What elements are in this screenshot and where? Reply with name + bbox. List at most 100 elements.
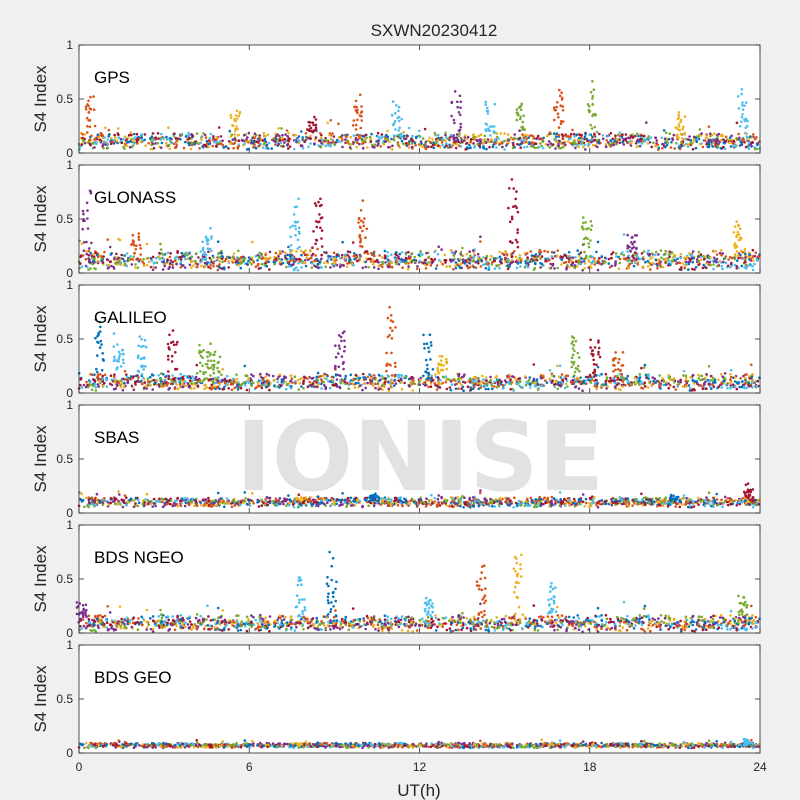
data-point <box>279 384 283 388</box>
data-point <box>112 257 116 260</box>
spike-point <box>458 113 462 117</box>
data-point <box>329 119 333 122</box>
data-point <box>117 136 121 139</box>
data-point <box>479 133 483 136</box>
data-point <box>298 382 302 385</box>
data-point <box>487 262 491 265</box>
data-point <box>589 381 593 384</box>
data-point <box>463 136 467 139</box>
data-point <box>692 140 695 143</box>
data-point <box>344 377 347 380</box>
spike-point <box>359 244 362 248</box>
data-point <box>740 385 744 389</box>
data-point <box>406 134 409 138</box>
data-point <box>547 140 551 143</box>
data-point <box>746 255 750 258</box>
data-point <box>260 384 264 388</box>
data-point <box>188 133 191 137</box>
data-point <box>472 136 475 139</box>
data-point <box>656 267 659 270</box>
data-point <box>131 138 134 141</box>
spike-point <box>134 248 138 251</box>
data-point <box>248 260 251 264</box>
data-point <box>352 252 356 255</box>
spike-point <box>313 202 317 205</box>
data-point <box>164 378 167 382</box>
spike-point <box>560 98 564 101</box>
data-point <box>309 142 312 145</box>
data-point <box>326 259 329 263</box>
data-point <box>526 141 529 144</box>
data-point <box>106 146 110 150</box>
spike-point <box>99 339 103 343</box>
data-point <box>493 257 496 260</box>
data-point <box>400 381 403 384</box>
spike-point <box>589 228 593 231</box>
spike-point <box>744 126 748 129</box>
spike-point <box>359 254 363 258</box>
data-point <box>260 257 264 261</box>
data-point <box>414 143 417 147</box>
spike-point <box>289 235 292 238</box>
spike-point <box>591 102 595 106</box>
data-point <box>657 146 661 150</box>
data-point <box>457 378 460 381</box>
data-point <box>258 136 262 140</box>
data-point <box>130 384 134 388</box>
data-point <box>410 375 414 379</box>
data-point <box>484 141 488 144</box>
data-point <box>506 264 510 267</box>
data-point <box>531 141 534 144</box>
data-point <box>701 145 705 149</box>
data-point <box>187 131 190 135</box>
data-point <box>151 132 155 135</box>
data-point <box>747 141 751 145</box>
data-point <box>620 135 624 139</box>
data-point <box>151 388 154 391</box>
data-point <box>245 140 248 143</box>
data-point <box>340 253 344 257</box>
data-point <box>302 379 306 382</box>
data-point <box>259 142 262 146</box>
data-point <box>241 139 245 142</box>
data-point <box>319 136 323 139</box>
data-point <box>481 263 485 267</box>
data-point <box>256 259 259 262</box>
data-point <box>363 382 366 386</box>
data-point <box>372 374 376 377</box>
data-point <box>462 375 465 378</box>
data-point <box>731 142 734 145</box>
spike-point <box>385 369 388 373</box>
data-point <box>751 386 754 389</box>
data-point <box>716 135 719 139</box>
data-point <box>130 263 134 266</box>
data-point <box>459 145 463 148</box>
data-point <box>207 250 210 254</box>
data-point <box>704 380 707 384</box>
data-point <box>449 248 453 252</box>
spike-point <box>521 125 524 129</box>
data-point <box>633 376 636 380</box>
axes-background <box>79 285 760 393</box>
data-point <box>355 255 359 259</box>
data-point <box>436 252 440 256</box>
spike-point <box>319 226 322 230</box>
data-point <box>705 136 709 139</box>
data-point <box>465 142 468 145</box>
spike-point <box>85 116 89 120</box>
data-point <box>430 261 434 265</box>
spike-point <box>319 197 322 201</box>
data-point <box>337 136 341 139</box>
spike-point <box>626 247 629 250</box>
data-point <box>744 376 747 380</box>
spike-point <box>580 225 584 228</box>
spike-point <box>456 100 459 104</box>
data-point <box>135 380 138 383</box>
data-point <box>591 143 595 147</box>
spike-point <box>236 134 240 137</box>
data-point <box>634 261 637 265</box>
data-point <box>411 389 415 392</box>
data-point <box>532 259 535 263</box>
data-point <box>629 144 633 147</box>
data-point <box>254 146 257 149</box>
